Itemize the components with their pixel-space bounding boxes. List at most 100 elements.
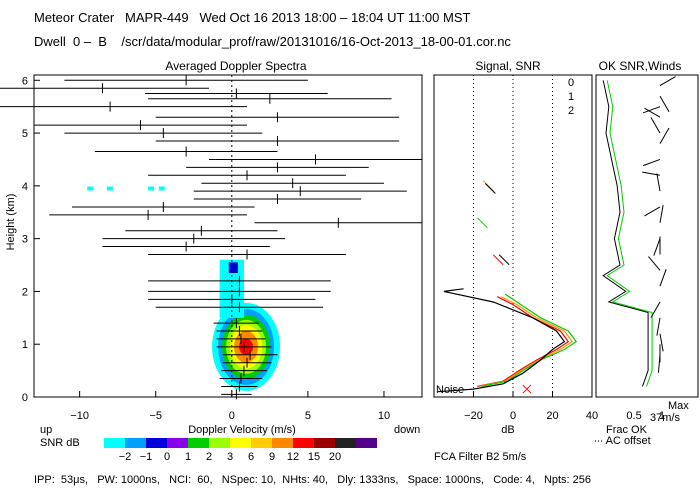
wind-arrow-5	[659, 127, 670, 144]
header-file-path: Dwell 0 – B /scr/data/modular_prof/raw/2…	[34, 34, 511, 49]
wind-arrow-3	[644, 107, 661, 118]
snr-scale-swatch-12	[356, 438, 377, 448]
signal-series-0	[477, 296, 570, 387]
wind-arrow-19	[657, 354, 661, 373]
wind-arrow-1	[659, 95, 670, 112]
spectra-axes: −10 −5 0 5 10 0 1 2 3 4 5 6	[22, 75, 390, 422]
snr-scale-label: SNR dB	[40, 437, 80, 449]
winds-xtick-label-1: 1	[659, 410, 665, 422]
signal-legend-0: 0	[568, 77, 574, 89]
signal-mark-4	[498, 254, 510, 266]
spectra-frame	[33, 74, 423, 398]
signal-legend-1: 1	[568, 91, 574, 103]
signal-mark-3	[492, 254, 504, 266]
snr-scale-swatch-8	[272, 438, 293, 448]
ac-offset-label: ∙∙∙ AC offset	[594, 435, 651, 447]
spectra-xtick-label-3: 5	[305, 410, 311, 422]
noise-label: Noise	[436, 384, 464, 396]
signal-cross-b	[522, 384, 532, 394]
header-title: Meteor Crater MAPR-449 Wed Oct 16 2013 1…	[34, 10, 471, 25]
signal-xlabel: dB	[501, 424, 514, 436]
winds-title: OK SNR,Winds	[599, 59, 682, 73]
signal-plot-area: −20 0 20 40	[437, 75, 598, 422]
snr-speck-3	[158, 186, 165, 191]
snr-scale-tick-6: 6	[248, 451, 254, 463]
signal-series-2	[481, 293, 578, 387]
spectra-title: Averaged Doppler Spectra	[165, 59, 307, 73]
snr-scale-swatch-1	[125, 438, 146, 448]
signal-legend: 0 1 2	[568, 77, 574, 117]
wind-arrow-15	[650, 301, 661, 318]
signal-legend-2: 2	[568, 105, 574, 117]
snr-scale-tick-1: −1	[140, 451, 153, 463]
snr-speck-1	[107, 186, 114, 191]
spectra-plot-area	[0, 75, 422, 400]
max-value-label: 37m/s	[650, 412, 680, 424]
snr-speck-2	[148, 186, 155, 191]
snr-scale-tick-8: 12	[287, 451, 299, 463]
signal-xtick-label-0: −20	[464, 410, 483, 422]
snr-scale-tick-3: 1	[185, 451, 191, 463]
spectra-ytick-label-4: 4	[22, 181, 28, 193]
snr-scale-tick-4: 2	[206, 451, 212, 463]
footer-parameters: IPP: 53μs, PW: 1000ns, NCI: 60, NSpec: 1…	[34, 474, 592, 486]
spectra-ytick-label-2: 2	[22, 286, 28, 298]
wind-arrow-2	[642, 106, 661, 114]
wind-arrow-14	[659, 269, 667, 287]
snr-column-core	[228, 262, 238, 273]
snr-scale-swatch-5	[209, 438, 230, 448]
wind-arrow-11	[653, 238, 661, 256]
spectra-ytick-label-1: 1	[22, 339, 28, 351]
frac-ok-black-line	[602, 80, 649, 387]
spectra-ytick-label-0: 0	[22, 392, 28, 404]
signal-mark-1	[484, 183, 496, 194]
spectra-xtick-label-1: −5	[149, 410, 162, 422]
spectra-xtick-label-2: 0	[229, 410, 235, 422]
snr-scale-tick-0: −2	[119, 451, 132, 463]
wind-arrow-4	[650, 117, 661, 134]
snr-scale-swatch-9	[293, 438, 314, 448]
winds-frame	[595, 74, 699, 398]
signal-xtick-label-2: 20	[546, 410, 558, 422]
frac-ok-line	[606, 80, 653, 387]
spectra-xlabel: Doppler Velocity (m/s)	[188, 424, 296, 436]
signal-mark-2	[477, 217, 488, 229]
winds-plot-area: 0.5 1	[602, 76, 676, 422]
snr-scale-tick-2: 0	[164, 451, 170, 463]
signal-xtick-label-3: 40	[586, 410, 598, 422]
wind-arrow-16	[656, 317, 661, 336]
snr-scale-swatch-0	[104, 438, 125, 448]
snr-scale-tick-9: 15	[308, 451, 320, 463]
snr-speck-0	[87, 186, 94, 191]
wind-arrow-10	[659, 204, 664, 223]
wind-arrow-13	[648, 256, 661, 271]
frac-ok-label: Frac OK	[606, 424, 648, 436]
snr-scale-tick-5: 3	[227, 451, 233, 463]
snr-color-scale: −2 −1 0 1 2 3 6 9 12 15 20	[104, 438, 377, 463]
snr-scale-swatch-11	[335, 438, 356, 448]
spectra-ytick-label-5: 5	[22, 128, 28, 140]
spectra-xtick-label-0: −10	[70, 410, 89, 422]
snr-scale-swatch-2	[146, 438, 167, 448]
spectra-xtick-label-4: 10	[378, 410, 390, 422]
snr-scale-swatch-3	[167, 438, 188, 448]
winds-xtick-label-0: 0.5	[626, 410, 641, 422]
snr-scale-swatch-10	[314, 438, 335, 448]
snr-scale-swatch-4	[188, 438, 209, 448]
spectra-ytick-label-3: 3	[22, 234, 28, 246]
spectra-ylabel: Height (km)	[5, 194, 17, 251]
snr-scale-swatch-6	[230, 438, 251, 448]
signal-xtick-label-1: 0	[510, 410, 516, 422]
snr-scale-swatch-7	[251, 438, 272, 448]
wind-arrow-17	[659, 333, 664, 352]
spectra-ytick-label-6: 6	[22, 75, 28, 87]
signal-title: Signal, SNR	[475, 59, 541, 73]
max-label: Max	[668, 400, 689, 412]
filter-label: FCA Filter B2 5m/s	[434, 451, 527, 463]
wind-arrow-8	[656, 173, 661, 192]
signal-series-Noise	[437, 288, 566, 393]
up-label: up	[40, 424, 52, 436]
signal-series-1	[479, 296, 574, 387]
wind-arrow-6	[642, 158, 661, 167]
